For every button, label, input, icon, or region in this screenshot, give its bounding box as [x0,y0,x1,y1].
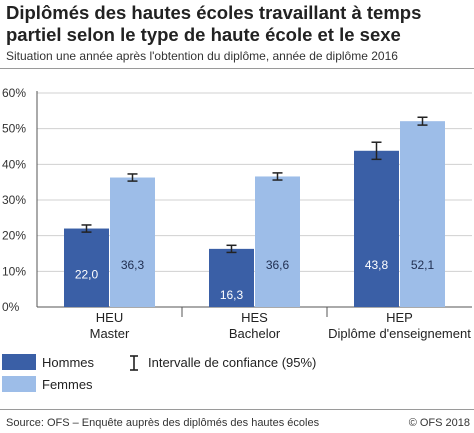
confidence-interval-icon [130,355,138,371]
top-divider [0,68,474,69]
copyright: © OFS 2018 [408,417,470,429]
x-category-label: Bachelor [229,326,281,341]
y-tick-label: 50% [2,122,26,136]
y-tick-label: 10% [2,264,26,278]
x-category-label: Master [90,326,130,341]
bottom-divider [0,409,474,410]
bar-femmes-heu [110,177,155,307]
y-tick-label: 0% [2,300,20,314]
chart-subtitle: Situation une année après l'obtention du… [6,49,398,63]
y-tick-label: 30% [2,193,26,207]
y-tick-label: 20% [2,229,26,243]
data-label: 36,3 [121,258,145,272]
x-category-label: HES [241,310,268,325]
x-category-label: HEU [96,310,123,325]
chart-title: Diplômés des hautes écoles travaillant à… [6,2,422,45]
data-label: 22,0 [75,268,99,282]
legend-label-femmes: Femmes [42,377,93,392]
bar-femmes-hes [255,176,300,307]
bar-hommes-hes [209,248,254,307]
legend-label-hommes: Hommes [42,355,95,370]
bar-hommes-heu [64,228,109,307]
y-tick-label: 40% [2,157,26,171]
bar-femmes-hep [400,121,445,307]
data-label: 43,8 [365,258,389,272]
legend-swatch-hommes [2,354,36,370]
data-label: 36,6 [266,258,290,272]
bar-hommes-hep [354,150,399,307]
y-tick-label: 60% [2,86,26,100]
legend-label-ci: Intervalle de confiance (95%) [148,355,317,370]
x-category-label: HEP [386,310,413,325]
source-note: Source: OFS – Enquête auprès des diplômé… [6,417,320,429]
x-category-label: Diplôme d'enseignement [328,326,471,341]
data-label: 52,1 [411,258,435,272]
data-label: 16,3 [220,288,244,302]
legend-swatch-femmes [2,376,36,392]
